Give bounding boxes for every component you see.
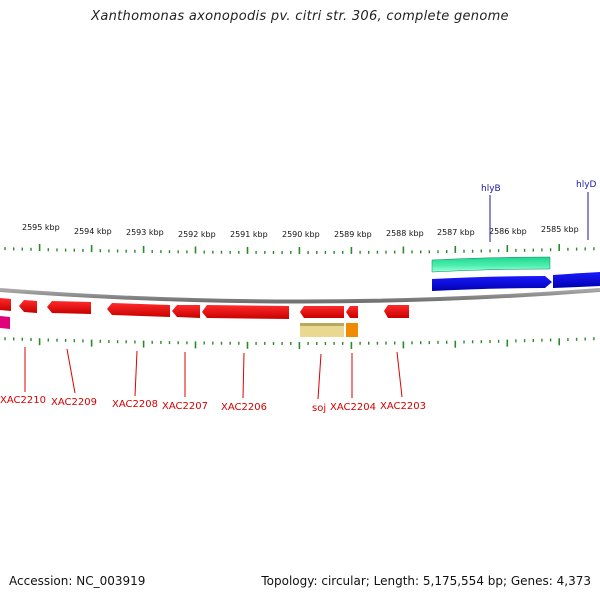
- bottom-gene-labels: XAC2210 XAC2209 XAC2208 XAC2207 XAC2206 …: [0, 347, 426, 414]
- gene-magenta[interactable]: [0, 316, 10, 329]
- gene-XAC2206[interactable]: [202, 305, 289, 319]
- genome-backbone: [0, 288, 600, 304]
- gene-blue-1[interactable]: [432, 276, 552, 291]
- gene-label-XAC2203: XAC2203: [380, 401, 426, 412]
- tick-label-2587: 2587 kbp: [437, 228, 475, 237]
- gene-label-XAC2209: XAC2209: [51, 397, 97, 408]
- tick-label-2593: 2593 kbp: [126, 228, 164, 237]
- tick-label-2594: 2594 kbp: [74, 227, 112, 236]
- tick-labels: 2595 kbp 2594 kbp 2593 kbp 2592 kbp 2591…: [22, 223, 579, 239]
- map-title: Xanthomonas axonopodis pv. citri str. 30…: [91, 9, 509, 24]
- gene-label-XAC2207: XAC2207: [162, 401, 208, 412]
- tick-label-2592: 2592 kbp: [178, 230, 216, 239]
- gene-XAC2210[interactable]: [0, 298, 11, 311]
- gene-label-hlyD: hlyD: [576, 180, 597, 190]
- gene-XAC2203[interactable]: [384, 305, 409, 318]
- gene-soj[interactable]: [300, 306, 344, 318]
- tick-label-2589: 2589 kbp: [334, 230, 372, 239]
- tick-label-2595: 2595 kbp: [22, 223, 60, 232]
- reverse-genes: [0, 298, 409, 337]
- tick-label-2590: 2590 kbp: [282, 230, 320, 239]
- gene-label-XAC2204: XAC2204: [330, 402, 376, 413]
- genome-summary-text: Topology: circular; Length: 5,175,554 bp…: [261, 574, 591, 588]
- forward-genes: [431, 256, 600, 291]
- tick-label-2588: 2588 kbp: [386, 229, 424, 238]
- gene-label-XAC2210: XAC2210: [0, 395, 46, 406]
- gene-XAC2204[interactable]: [346, 306, 358, 318]
- gene-hlyB[interactable]: [431, 256, 551, 273]
- lower-tick-ring: [4, 337, 595, 349]
- upper-tick-ring: [4, 244, 595, 254]
- tick-label-2586: 2586 kbp: [489, 227, 527, 236]
- tick-label-2591: 2591 kbp: [230, 230, 268, 239]
- gene-label-XAC2206: XAC2206: [221, 402, 267, 413]
- top-gene-labels: hlyB hlyD: [481, 180, 597, 242]
- gene-XAC2207[interactable]: [172, 305, 200, 318]
- gene-label-hlyB: hlyB: [481, 184, 501, 194]
- gene-label-soj: soj: [312, 403, 326, 414]
- gene-hlyD[interactable]: [553, 272, 600, 288]
- gene-red-small[interactable]: [19, 300, 37, 313]
- gene-XAC2209[interactable]: [47, 301, 91, 314]
- gene-label-XAC2208: XAC2208: [112, 399, 158, 410]
- accession-text: Accession: NC_003919: [9, 574, 146, 588]
- gene-XAC2208[interactable]: [107, 303, 170, 317]
- tick-label-2585: 2585 kbp: [541, 225, 579, 234]
- gene-orange[interactable]: [346, 323, 358, 337]
- gene-soj-yellow[interactable]: [300, 323, 344, 337]
- gene-soj-yellow-edge: [300, 323, 344, 326]
